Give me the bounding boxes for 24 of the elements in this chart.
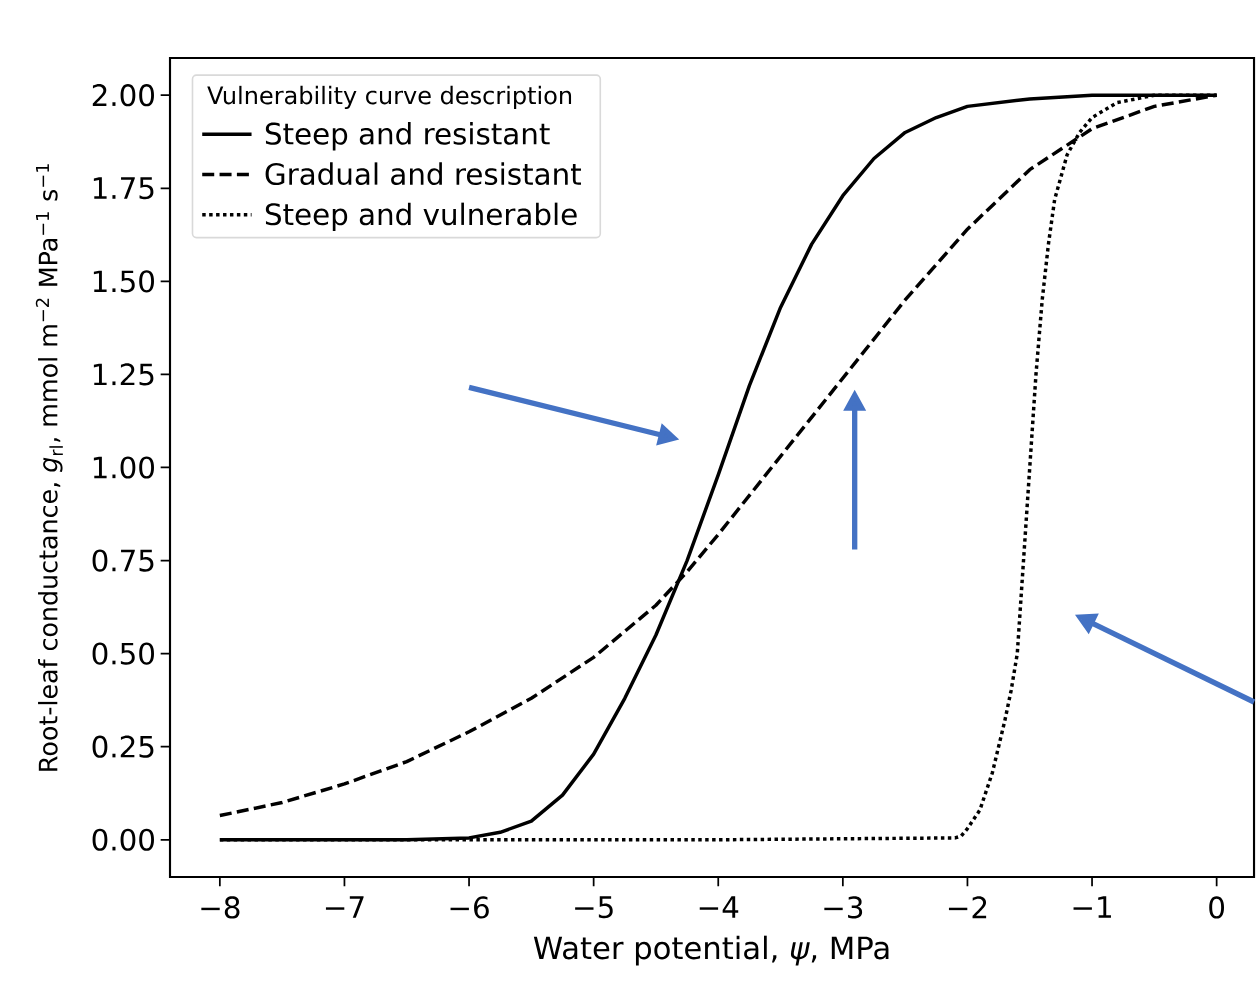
legend-title: Vulnerability curve description — [207, 85, 572, 110]
x-tick-label: −5 — [575, 896, 613, 919]
y-tick-label: 0.75 — [92, 549, 154, 572]
x-tick-label: −1 — [1073, 896, 1111, 918]
x-tick-label: −8 — [201, 896, 240, 919]
y-tick-label: 0.00 — [92, 828, 154, 851]
x-tick-label: −6 — [450, 896, 489, 919]
y-tick-label: 0.25 — [92, 735, 154, 758]
x-tick-label: −3 — [824, 896, 863, 919]
y-tick-label: 2.00 — [92, 84, 154, 107]
x-tick-label: 0 — [1209, 896, 1225, 919]
y-tick-label: 1.75 — [93, 177, 154, 200]
y-tick-label: 1.25 — [93, 363, 154, 386]
legend-label: Steep and resistant — [265, 122, 550, 151]
x-tick-label: −2 — [948, 896, 987, 919]
x-axis-title: Water potential, ψ, MPa — [533, 935, 889, 966]
y-tick-label: 1.50 — [93, 270, 154, 293]
text: Root-leaf conductance, g$_{rl}$, mmol m$^{−2}$ MPa$^{−1}$ s$^{−1}$ — [35, 164, 63, 771]
y-tick-label: 0.50 — [92, 642, 154, 665]
x-tick-label: −4 — [699, 896, 739, 918]
legend-label: Steep and vulnerable — [265, 202, 577, 232]
legend-label: Gradual and resistant — [265, 162, 581, 186]
y-tick-label: 1.00 — [93, 456, 154, 479]
x-tick-label: −7 — [325, 896, 364, 918]
